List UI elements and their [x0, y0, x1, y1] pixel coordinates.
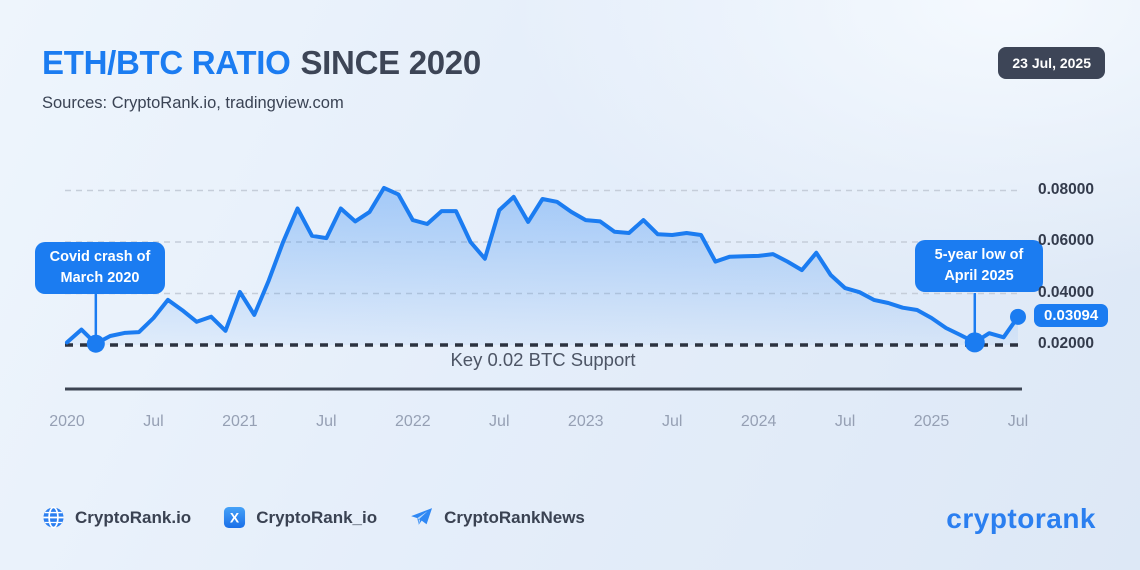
page-title: ETH/BTC RATIO SINCE 2020: [42, 44, 481, 82]
y-axis-label: 0.08000: [1038, 180, 1095, 198]
footer-link-telegram[interactable]: CryptoRankNews: [409, 506, 585, 529]
footer-links: CryptoRank.io X CryptoRank_io: [42, 506, 585, 529]
footer-link-label: CryptoRank.io: [75, 507, 192, 527]
current-value-badge: 0.03094: [1034, 303, 1109, 327]
date-badge: 23 Jul, 2025: [998, 47, 1105, 79]
title-rest: SINCE 2020: [300, 44, 481, 81]
y-axis-label: 0.06000: [1038, 232, 1095, 249]
svg-text:X: X: [230, 509, 240, 525]
x-axis-label: 2021: [222, 413, 258, 430]
area-fill: [67, 187, 1018, 345]
footer-link-label: CryptoRank_io: [256, 507, 378, 527]
footer-link-x-twitter[interactable]: X CryptoRank_io: [223, 506, 377, 529]
annotation-five-year-low: 5-year low of April 2025: [915, 240, 1043, 293]
support-level-label: Key 0.02 BTC Support: [450, 349, 636, 370]
x-axis-label: Jul: [489, 413, 510, 430]
cryptorank-logo: cryptorank: [946, 503, 1096, 534]
five-year-low-point: [964, 332, 985, 353]
y-axis-label: 0.04000: [1038, 283, 1095, 301]
x-axis-label: 2024: [740, 413, 777, 430]
x-axis-label: 2023: [567, 413, 604, 430]
title-accent: ETH/BTC RATIO: [42, 44, 291, 81]
ratio-line: [65, 185, 1020, 346]
x-axis-label: Jul: [1007, 413, 1029, 430]
y-axis-label: 0.02000: [1038, 335, 1095, 352]
x-icon: X: [223, 506, 246, 529]
annotation-covid-crash: Covid crash of March 2020: [35, 242, 165, 295]
x-axis-label: Jul: [661, 413, 683, 430]
footer-link-website[interactable]: CryptoRank.io: [42, 506, 191, 529]
globe-icon: [42, 506, 65, 529]
footer-link-label: CryptoRankNews: [444, 507, 585, 527]
x-axis-label: 2022: [395, 413, 431, 430]
sources-line: Sources: CryptoRank.io, tradingview.com: [42, 94, 344, 112]
x-axis-label: Jul: [834, 413, 856, 430]
covid-crash-point: [86, 334, 105, 353]
x-axis-label: 2020: [49, 413, 85, 430]
x-axis-label: 2025: [913, 413, 950, 430]
x-axis-label: Jul: [143, 413, 164, 430]
x-axis-label: Jul: [316, 413, 337, 430]
telegram-icon: [409, 506, 434, 529]
current-value-point: [1010, 308, 1026, 325]
